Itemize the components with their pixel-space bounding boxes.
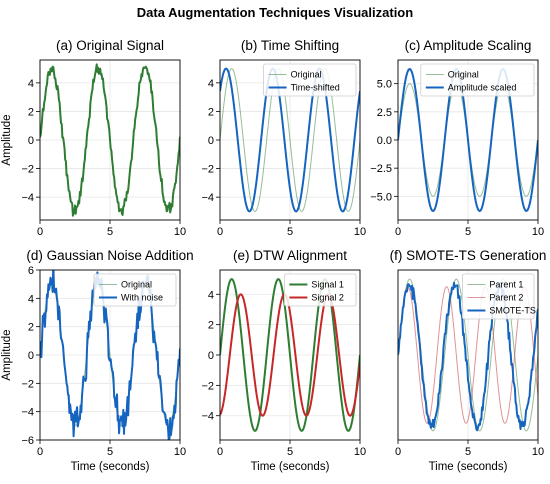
x-axis-label: Time (seconds) [251,461,330,473]
x-tick-label: 10 [174,226,186,238]
y-tick-label: 2 [28,106,34,118]
x-tick-label: 5 [287,226,293,238]
legend-label: Time-shifted [291,83,340,93]
series-line-shift [220,67,360,213]
y-tick-label: −2 [201,380,214,392]
y-tick-label: −2.5 [370,163,392,175]
y-tick-label: 4 [208,78,214,90]
y-tick-label: 0.0 [377,135,392,147]
y-tick-label: −2 [21,164,34,176]
y-tick-label: 4 [28,78,34,90]
y-tick-label: −4 [201,192,214,204]
y-tick-label: 0 [28,135,34,147]
x-tick-label: 0 [37,446,43,458]
y-axis-label: Amplitude [1,329,13,380]
x-tick-label: 10 [532,226,544,238]
legend-label: Amplitude scaled [448,83,517,93]
legend-label: Original [121,280,152,290]
legend-box [263,63,357,97]
x-tick-label: 0 [395,446,401,458]
x-tick-label: 5 [107,446,113,458]
panel-f: 0 5 10 (f) SMOTE-TS Generation Time (seconds… [390,248,547,473]
panel-title: (e) DTW Alignment [233,248,347,263]
legend-label: Original [291,70,322,80]
x-tick-label: 5 [465,226,471,238]
x-tick-label: 0 [37,226,43,238]
x-tick-label: 0 [217,226,223,238]
legend-label: Signal 1 [311,280,344,290]
panel-c: 0 5 10 −5.0 −2.5 0.0 2.5 5.0 (c) Amplitude Scali… [370,38,544,238]
series-line-s2 [220,293,360,417]
x-tick-label: 10 [532,446,544,458]
panel-title: (f) SMOTE-TS Generation [390,248,547,263]
series-line-scaled [398,68,538,212]
panel-title: (d) Gaussian Noise Addition [26,248,193,263]
x-tick-label: 10 [354,446,366,458]
legend-box [461,273,535,320]
x-tick-label: 0 [217,446,223,458]
panel-title: (c) Amplitude Scaling [405,38,532,53]
y-tick-label: 2 [28,322,34,334]
x-tick-label: 5 [107,226,113,238]
y-tick-label: 2.5 [377,107,392,119]
y-tick-label: 0 [208,350,214,362]
y-tick-label: −2 [201,164,214,176]
y-tick-label: −4 [21,407,34,419]
x-tick-label: 5 [465,446,471,458]
figure-title: Data Augmentation Techniques Visualizati… [136,5,414,20]
y-tick-label: 0 [28,350,34,362]
y-tick-label: −5.0 [370,191,392,203]
panel-title: (a) Original Signal [56,38,164,53]
legend-label: Parent 2 [489,293,523,303]
series-line-s1 [220,278,360,432]
x-tick-label: 0 [395,226,401,238]
y-tick-label: 0 [208,135,214,147]
panel-e: 0 5 10 −4 −2 0 2 4 (e) DTW Alignment Time (second… [201,248,366,473]
x-tick-label: 10 [354,226,366,238]
y-tick-label: −2 [21,378,34,390]
panel-d: 0 5 10 −6 −4 −2 0 2 4 6 (d) Gaussian Noise Additio… [1,248,194,473]
y-tick-label: 4 [208,289,214,301]
series-line-orig [220,68,360,212]
panel-title: (b) Time Shifting [241,38,339,53]
y-tick-label: 4 [28,293,34,305]
series-line-orig [40,63,180,217]
panel-a: 0 5 10 −4 −2 0 2 4 (a) Original Signal Amplitude [1,38,186,238]
x-tick-label: 10 [174,446,186,458]
y-axis-label: Amplitude [1,114,13,165]
legend-label: With noise [121,293,163,303]
legend-label: Signal 2 [311,293,344,303]
series-line-noisy [40,270,180,440]
y-tick-label: 2 [208,320,214,332]
series-line-smote [398,281,538,432]
legend-label: SMOTE-TS [489,306,536,316]
y-tick-label: 6 [28,265,34,277]
y-tick-label: −4 [21,192,34,204]
legend-label: Original [448,70,479,80]
series-line-p2 [398,286,538,424]
panel-b: 0 5 10 −4 −2 0 2 4 (b) Time Shifting Original Time… [201,38,366,238]
y-tick-label: −6 [21,435,34,447]
y-tick-label: −4 [201,411,214,423]
y-tick-label: 5.0 [377,79,392,91]
x-axis-label: Time (seconds) [429,461,508,473]
legend-label: Parent 1 [489,280,523,290]
x-tick-label: 5 [287,446,293,458]
y-tick-label: 2 [208,106,214,118]
x-axis-label: Time (seconds) [71,461,150,473]
legend-box [420,63,535,97]
